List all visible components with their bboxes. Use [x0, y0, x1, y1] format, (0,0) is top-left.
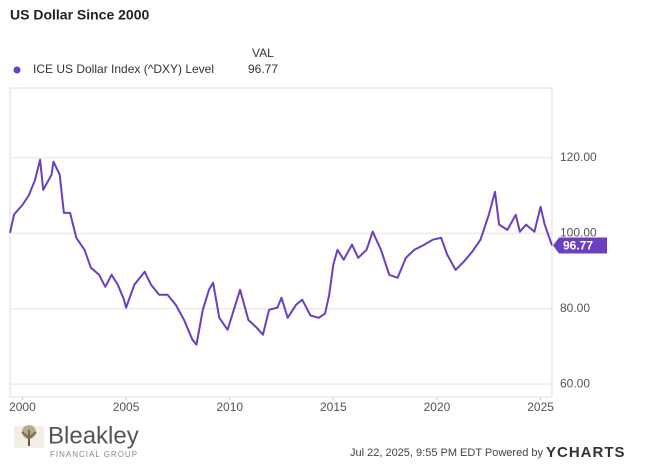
plot-frame — [9, 87, 553, 398]
chart-title: US Dollar Since 2000 — [10, 7, 150, 23]
legend-value: 96.77 — [248, 62, 278, 76]
last-value-box — [553, 237, 607, 254]
x-tick-label: 2020 — [424, 400, 451, 414]
y-tick-label: 100.00 — [560, 225, 597, 239]
legend-label: ICE US Dollar Index (^DXY) Level — [33, 62, 214, 76]
x-tick-label: 2010 — [216, 400, 243, 414]
series-line — [9, 158, 553, 346]
legend-marker — [13, 66, 21, 74]
logo-tagline: FINANCIAL GROUP — [50, 450, 138, 459]
y-tick-label: 120.00 — [560, 150, 597, 164]
logo-name: Bleakley — [48, 422, 139, 449]
x-tick-label: 2025 — [527, 400, 554, 414]
x-tick-label: 2000 — [9, 400, 36, 414]
logo — [14, 425, 44, 448]
last-value-label: 96.77 — [563, 239, 593, 253]
x-tick-label: 2015 — [320, 400, 347, 414]
x-tick-label: 2005 — [113, 400, 140, 414]
footer-brand: YCHARTS — [546, 444, 626, 461]
logo-crown — [22, 425, 36, 439]
y-tick-label: 80.00 — [560, 301, 590, 315]
footer-timestamp: Jul 22, 2025, 9:55 PM EDT Powered by — [350, 447, 544, 459]
y-tick-label: 60.00 — [560, 376, 590, 390]
legend-header: VAL — [252, 46, 274, 60]
